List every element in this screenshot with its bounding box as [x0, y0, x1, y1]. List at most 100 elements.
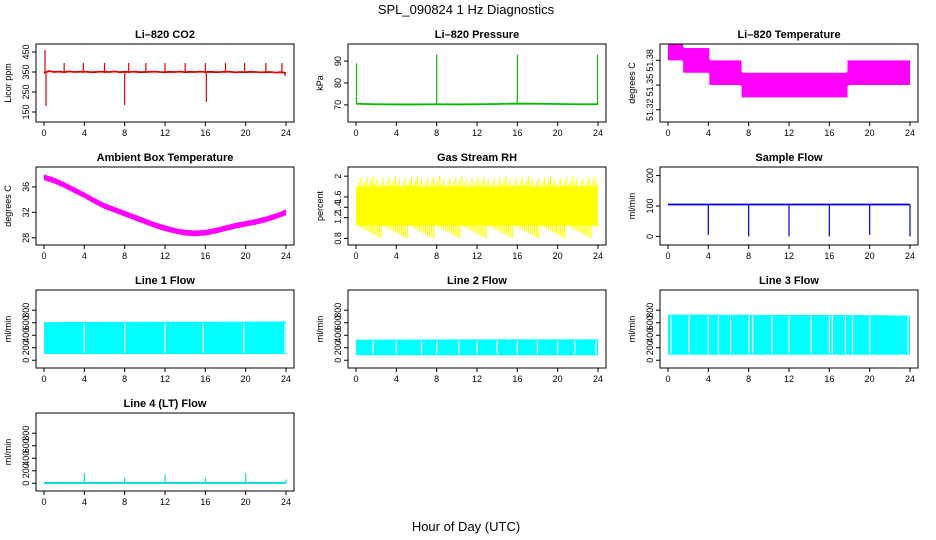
panel-title: Line 2 Flow — [447, 275, 507, 287]
y-tick-label: 400 — [21, 328, 31, 343]
panel-title: Line 3 Flow — [759, 275, 819, 287]
x-tick-label: 8 — [746, 374, 751, 384]
x-tick-label: 20 — [865, 128, 875, 138]
x-tick-label: 24 — [281, 128, 291, 138]
panel-title: Line 1 Flow — [135, 275, 195, 287]
x-tick-label: 20 — [865, 374, 875, 384]
y-tick-label: 800 — [645, 303, 655, 318]
x-tick-label: 0 — [353, 374, 358, 384]
y-tick-label: 100 — [645, 198, 655, 213]
x-tick-label: 16 — [512, 128, 522, 138]
x-tick-label: 0 — [41, 374, 46, 384]
x-tick-label: 12 — [472, 128, 482, 138]
y-tick-label: 1.6 — [333, 191, 343, 204]
x-tick-label: 8 — [122, 251, 127, 261]
y-axis-label: degrees C — [3, 185, 13, 227]
y-tick-label: 51.38 — [645, 49, 655, 72]
panel-2: Li–820 Pressure 0 4 8 12 16 20 24 70 80 90 kPa — [315, 29, 607, 138]
y-axis-label: ml/min — [627, 193, 637, 220]
x-tick-label: 16 — [824, 374, 834, 384]
x-tick-label: 20 — [241, 374, 251, 384]
y-tick-label: 200 — [645, 168, 655, 183]
x-tick-label: 20 — [241, 128, 251, 138]
x-tick-label: 12 — [160, 374, 170, 384]
y-tick-label: 350 — [21, 64, 31, 79]
y-tick-label: 36 — [21, 182, 31, 192]
x-tick-label: 12 — [784, 128, 794, 138]
y-tick-label: 450 — [21, 44, 31, 59]
y-tick-label: 800 — [21, 426, 31, 441]
x-tick-label: 8 — [746, 128, 751, 138]
panel-10: Line 4 (LT) Flow 0 4 8 12 16 20 24 0 200400600800… — [3, 398, 295, 507]
x-tick-label: 24 — [281, 251, 291, 261]
figure-xlabel: Hour of Day (UTC) — [412, 519, 520, 534]
x-tick-label: 12 — [472, 251, 482, 261]
y-tick-label: 200 — [21, 340, 31, 355]
y-tick-label: 1.4 — [333, 201, 343, 214]
y-tick-label: 200 — [333, 340, 343, 355]
y-tick-label: 28 — [21, 233, 31, 243]
series-layer — [356, 176, 598, 239]
y-axis-label: ml/min — [315, 316, 325, 343]
x-tick-label: 4 — [82, 374, 87, 384]
y-axis-label: percent — [315, 190, 325, 221]
y-tick-label: 150 — [21, 104, 31, 119]
x-tick-label: 24 — [593, 128, 603, 138]
x-tick-label: 24 — [593, 251, 603, 261]
figure-title: SPL_090824 1 Hz Diagnostics — [378, 2, 555, 17]
x-tick-label: 20 — [241, 497, 251, 507]
panel-title: Line 4 (LT) Flow — [124, 398, 207, 410]
x-tick-label: 4 — [706, 374, 711, 384]
series-layer — [43, 174, 287, 237]
series-layer — [44, 473, 287, 484]
x-tick-label: 4 — [706, 251, 711, 261]
x-tick-label: 16 — [200, 251, 210, 261]
x-tick-label: 0 — [665, 128, 670, 138]
y-tick-label: 0 — [645, 234, 655, 239]
y-tick-label: 51.32 — [645, 98, 655, 121]
y-axis-label: Licor ppm — [3, 63, 13, 103]
x-tick-label: 4 — [82, 128, 87, 138]
series-layer — [355, 54, 599, 106]
x-tick-label: 12 — [784, 251, 794, 261]
series-line — [355, 102, 598, 106]
x-tick-label: 4 — [394, 374, 399, 384]
y-tick-label: 2 — [333, 174, 343, 179]
x-tick-label: 24 — [593, 374, 603, 384]
x-tick-label: 20 — [241, 251, 251, 261]
x-tick-label: 24 — [281, 374, 291, 384]
x-tick-label: 0 — [41, 128, 46, 138]
y-axis-label: degrees C — [627, 62, 637, 104]
y-tick-label: 0 — [21, 481, 31, 486]
y-tick-label: 800 — [333, 303, 343, 318]
series-line — [43, 176, 287, 235]
y-tick-label: 800 — [21, 303, 31, 318]
series-layer — [668, 44, 910, 98]
panel-title: Li–820 Pressure — [435, 29, 519, 41]
x-tick-label: 16 — [512, 374, 522, 384]
x-tick-label: 12 — [160, 497, 170, 507]
series-layer — [356, 339, 598, 356]
y-tick-label: 0 — [333, 358, 343, 363]
x-tick-label: 0 — [41, 251, 46, 261]
x-tick-label: 4 — [706, 128, 711, 138]
x-tick-label: 4 — [82, 497, 87, 507]
series-line — [668, 47, 910, 86]
x-tick-label: 4 — [82, 251, 87, 261]
x-tick-label: 0 — [353, 251, 358, 261]
x-tick-label: 24 — [905, 374, 915, 384]
x-tick-label: 8 — [122, 497, 127, 507]
x-tick-label: 8 — [434, 128, 439, 138]
x-tick-label: 20 — [553, 251, 563, 261]
x-tick-label: 8 — [122, 374, 127, 384]
x-tick-label: 8 — [434, 251, 439, 261]
x-tick-label: 12 — [472, 374, 482, 384]
x-tick-label: 24 — [905, 128, 915, 138]
x-tick-label: 8 — [122, 128, 127, 138]
series-band — [668, 44, 910, 98]
y-tick-label: 400 — [645, 328, 655, 343]
